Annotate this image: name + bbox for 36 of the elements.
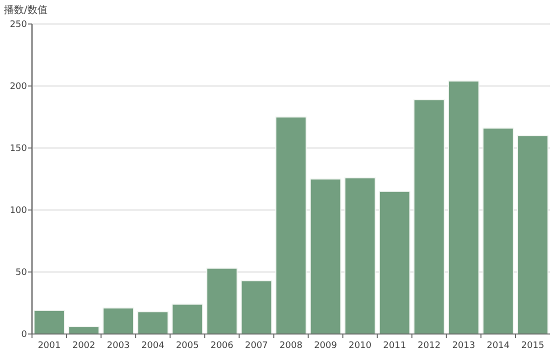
x-tick-label: 2011 <box>383 341 406 351</box>
x-tick-label: 2007 <box>245 341 268 351</box>
x-tick-label: 2015 <box>521 341 544 351</box>
x-tick-label: 2005 <box>176 341 199 351</box>
bar <box>378 190 410 334</box>
y-tick-label: 50 <box>16 268 28 278</box>
x-tick-label: 2014 <box>486 341 510 351</box>
bar <box>137 311 169 334</box>
x-tick-label: 2003 <box>106 341 130 351</box>
x-tick-label: 2010 <box>348 341 372 351</box>
y-tick-label: 100 <box>10 206 28 216</box>
x-tick-label: 2009 <box>314 341 338 351</box>
bar <box>413 99 445 334</box>
x-tick-label: 2013 <box>452 341 476 351</box>
x-tick-label: 2001 <box>38 341 61 351</box>
x-tick-label: 2006 <box>210 341 234 351</box>
bar <box>482 128 514 334</box>
y-axis-title: 播数/数值 <box>4 4 48 16</box>
bar <box>517 135 548 334</box>
y-tick-label: 0 <box>21 330 28 340</box>
bar <box>344 177 376 334</box>
x-tick-label: 2012 <box>418 341 441 351</box>
bar <box>240 280 272 334</box>
x-tick-label: 2002 <box>72 341 96 351</box>
y-tick-label: 200 <box>10 82 28 92</box>
y-tick-label: 150 <box>10 144 28 154</box>
bar <box>172 304 204 334</box>
bar <box>102 307 134 334</box>
y-tick-label: 250 <box>10 20 28 30</box>
bar <box>206 268 238 334</box>
bar <box>448 80 480 334</box>
x-tick-label: 2004 <box>141 341 165 351</box>
bar <box>34 310 65 334</box>
bar <box>275 116 307 334</box>
bar <box>310 178 342 334</box>
x-tick-label: 2008 <box>280 341 303 351</box>
